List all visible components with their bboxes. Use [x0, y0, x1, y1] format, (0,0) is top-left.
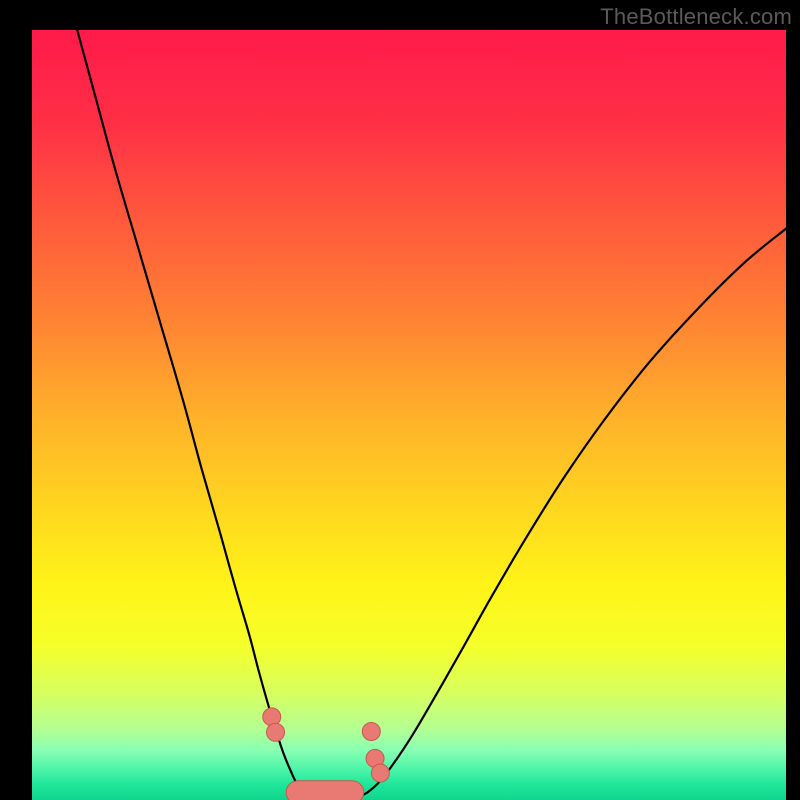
chart-frame: TheBottleneck.com [0, 0, 800, 800]
plot-area [32, 30, 786, 800]
marker-dot [362, 722, 380, 740]
marker-dot [371, 764, 389, 782]
plot-svg [32, 30, 786, 800]
watermark-text: TheBottleneck.com [600, 4, 792, 30]
bottom-band [286, 781, 364, 800]
gradient-background [32, 30, 786, 800]
marker-dot [267, 723, 285, 741]
